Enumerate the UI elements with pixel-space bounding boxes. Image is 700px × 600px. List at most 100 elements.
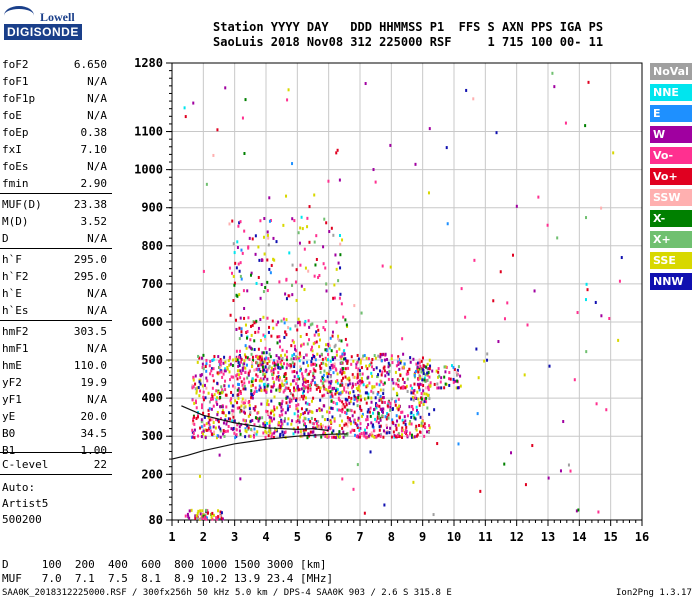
echo-point: [395, 364, 398, 368]
echo-point: [350, 355, 353, 359]
echo-point: [297, 388, 300, 392]
legend-item: NNE: [650, 84, 692, 101]
echo-point: [211, 394, 214, 398]
echo-point: [379, 352, 382, 356]
echo-point: [360, 376, 363, 380]
echo-point: [208, 364, 211, 368]
echo-point: [215, 517, 218, 521]
echo-point: [385, 417, 388, 421]
echo-point: [413, 373, 416, 377]
echo-point: [202, 411, 205, 415]
echo-point: [301, 227, 304, 231]
echo-point: [281, 399, 284, 403]
x-tick-label: 16: [635, 530, 649, 544]
echo-point: [232, 426, 235, 430]
echo-point: [215, 397, 218, 401]
echo-point: [298, 418, 301, 422]
echo-point: [343, 423, 346, 427]
echo-point: [423, 399, 426, 403]
param-row: foF1 N/A: [2, 73, 107, 90]
echo-point: [325, 289, 328, 293]
echo-point: [306, 360, 309, 364]
echo-point: [235, 293, 238, 297]
echo-point: [251, 365, 254, 369]
echo-point: [339, 414, 342, 418]
echo-point: [331, 356, 334, 360]
echo-point: [418, 430, 421, 434]
echo-point: [226, 429, 229, 433]
echo-point: [304, 266, 307, 270]
echo-point: [327, 435, 330, 439]
echo-point: [288, 400, 291, 404]
echo-point: [423, 434, 426, 438]
echo-point: [294, 430, 297, 434]
echo-point: [409, 419, 412, 423]
echo-point: [376, 375, 379, 379]
echo-point: [315, 257, 318, 261]
echo-point: [349, 408, 352, 412]
echo-point: [264, 337, 267, 341]
echo-point: [375, 406, 378, 410]
echo-point: [257, 363, 260, 367]
echo-point: [410, 422, 413, 426]
echo-point: [210, 369, 213, 373]
echo-point: [427, 388, 430, 392]
echo-point: [286, 422, 289, 426]
echo-point: [411, 395, 414, 399]
echo-point: [340, 354, 343, 358]
echo-point: [311, 356, 314, 360]
echo-point: [287, 386, 290, 390]
echo-point: [266, 402, 269, 406]
echo-point: [324, 431, 327, 435]
echo-point: [338, 178, 341, 182]
echo-point: [218, 514, 221, 518]
echo-point: [254, 378, 257, 382]
echo-point: [281, 365, 284, 369]
echo-point: [345, 359, 348, 363]
echo-point: [342, 402, 345, 406]
x-tick-label: 8: [388, 530, 395, 544]
echo-point: [351, 386, 354, 390]
echo-point: [437, 370, 440, 374]
echo-point: [306, 342, 309, 346]
echo-point: [197, 385, 200, 389]
echo-point: [270, 399, 273, 403]
echo-point: [367, 434, 370, 438]
echo-point: [417, 361, 420, 365]
echo-point: [314, 263, 317, 267]
header-labels: Station YYYY DAY DDD HHMMSS P1 FFS S AXN…: [213, 20, 604, 34]
echo-point: [220, 516, 223, 520]
echo-point: [553, 85, 556, 89]
echo-point: [251, 396, 254, 400]
echo-point: [345, 323, 348, 327]
echo-point: [390, 354, 393, 358]
echo-point: [304, 379, 307, 383]
echo-point: [406, 389, 409, 393]
echo-point: [343, 371, 346, 375]
echo-point: [258, 379, 261, 383]
echo-point: [345, 390, 348, 394]
echo-point: [341, 408, 344, 412]
echo-point: [401, 366, 404, 370]
echo-point: [366, 415, 369, 419]
echo-point: [305, 425, 308, 429]
echo-point: [268, 196, 271, 200]
echo-point: [240, 248, 243, 252]
echo-point: [205, 358, 208, 362]
echo-point: [351, 428, 354, 432]
echo-point: [404, 386, 407, 390]
echo-point: [431, 369, 434, 373]
echo-point: [387, 402, 390, 406]
echo-point: [375, 402, 378, 406]
echo-point: [337, 337, 340, 341]
echo-point: [244, 401, 247, 405]
echo-point: [351, 373, 354, 377]
echo-point: [290, 357, 293, 361]
echo-point: [320, 408, 323, 412]
echo-point: [374, 396, 377, 400]
echo-point: [353, 428, 356, 432]
echo-point: [317, 424, 320, 428]
echo-point: [331, 415, 334, 419]
echo-point: [266, 289, 269, 293]
echo-point: [335, 368, 338, 372]
